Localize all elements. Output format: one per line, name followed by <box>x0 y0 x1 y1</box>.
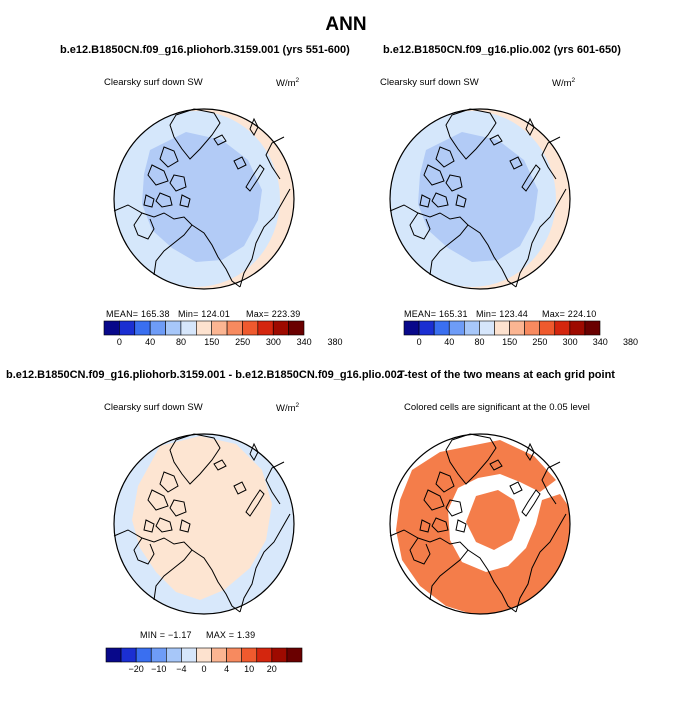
colorbar-tick-label: 0 <box>201 664 207 674</box>
colorbar-tick-label: 250 <box>235 337 251 347</box>
panel-1-mean: MEAN= 165.38 <box>106 309 170 319</box>
panel-2-mean: MEAN= 165.31 <box>404 309 468 319</box>
panel-4-significant-cell <box>430 460 436 466</box>
colorbar-tick-label: 300 <box>265 337 281 347</box>
colorbar-swatch <box>286 647 303 663</box>
panel-4-subtitle: Colored cells are significant at the 0.0… <box>404 402 590 413</box>
panel-2-max: Max= 224.10 <box>542 309 597 319</box>
colorbar-tick-label: 150 <box>502 337 518 347</box>
colorbar-swatch <box>288 320 305 336</box>
panel-2-units: W/m2 <box>552 77 576 89</box>
panel-3-map-border <box>113 433 295 615</box>
colorbar-tick-label: 380 <box>327 337 343 347</box>
panel-1-title: b.e12.B1850CN.f09_g16.pliohorb.3159.001 … <box>60 44 350 56</box>
colorbar-tick-label: −20 <box>128 664 144 674</box>
panel-3-min: MIN = −1.17 <box>140 630 192 640</box>
panel-4-significant-cells-center <box>466 490 520 550</box>
colorbar-tick-label: 380 <box>622 337 639 347</box>
colorbar-tick-label: 300 <box>562 337 578 347</box>
panel-1-map-border <box>113 108 295 290</box>
colorbar-tick-label: 0 <box>416 337 422 347</box>
panel-3-max: MAX = 1.39 <box>206 630 256 640</box>
colorbar-tick-label: 150 <box>204 337 220 347</box>
panel-4-significant-cell <box>560 466 566 472</box>
colorbar-tick-label: 340 <box>296 337 312 347</box>
colorbar-tick-label: 80 <box>474 337 485 347</box>
panel-4-significant-cell <box>416 440 424 448</box>
colorbar-tick-label: 250 <box>532 337 548 347</box>
panel-2-map-border <box>389 108 571 290</box>
panel-1-units: W/m2 <box>276 77 300 89</box>
colorbar-tick-label: 80 <box>175 337 186 347</box>
panel-2-min: Min= 123.44 <box>476 309 528 319</box>
panel-2-title: b.e12.B1850CN.f09_g16.plio.002 (yrs 601-… <box>383 44 621 56</box>
colorbar-tick-label: 340 <box>592 337 608 347</box>
colorbar-tick-label: 20 <box>266 664 277 674</box>
colorbar-tick-label: 10 <box>244 664 255 674</box>
panel-3-map-peach-field <box>132 436 272 600</box>
panel-1-colorbar <box>103 320 305 336</box>
colorbar-tick-label: 40 <box>444 337 455 347</box>
panel-2-subtitle: Clearsky surf down SW <box>380 77 479 88</box>
panel-3-title: b.e12.B1850CN.f09_g16.pliohorb.3159.001 … <box>6 369 403 381</box>
colorbar-tick-label: −4 <box>176 664 187 674</box>
panel-4-title: T-test of the two means at each grid poi… <box>398 369 615 381</box>
panel-3-subtitle: Clearsky surf down SW <box>104 402 203 413</box>
colorbar-tick-label: 4 <box>224 664 230 674</box>
colorbar-tick-label: 0 <box>116 337 122 347</box>
page-title: ANN <box>325 14 367 35</box>
colorbar-tick-label: −10 <box>151 664 167 674</box>
panel-2-colorbar <box>403 320 601 336</box>
panel-4-significant-cell <box>548 450 554 456</box>
panel-4-map-border <box>389 433 571 615</box>
panel-3-colorbar <box>105 647 303 663</box>
colorbar-tick-label: 40 <box>145 337 156 347</box>
panel-3-units: W/m2 <box>276 402 300 414</box>
panel-1-max: Max= 223.39 <box>246 309 301 319</box>
colorbar-swatch <box>584 320 601 336</box>
panel-1-min: Min= 124.01 <box>178 309 230 319</box>
panel-1-subtitle: Clearsky surf down SW <box>104 77 203 88</box>
